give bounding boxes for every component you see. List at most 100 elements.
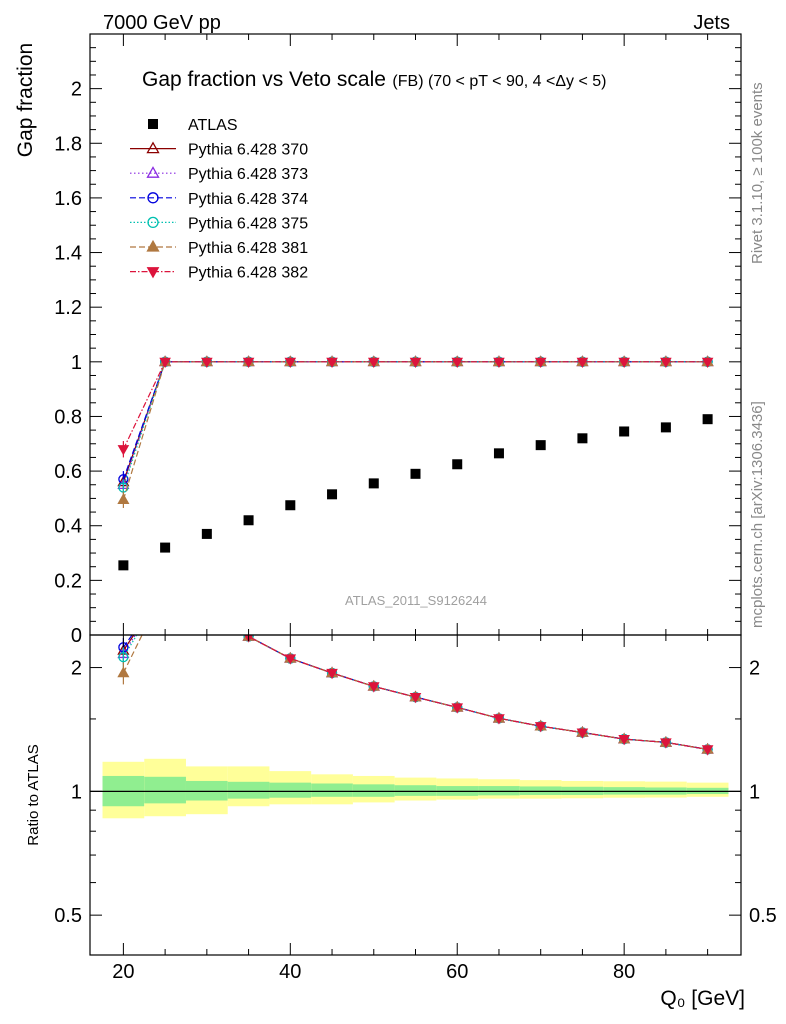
data-point	[242, 357, 255, 369]
series-6	[117, 357, 714, 458]
ratio-panel	[90, 635, 741, 819]
y-tick-label: 1.4	[54, 243, 82, 265]
ratio-y-axis-label: Ratio to ATLAS	[25, 744, 42, 845]
y-tick-label: 0.4	[54, 516, 82, 538]
stat-uncertainty-band	[394, 785, 437, 796]
data-point	[534, 357, 547, 369]
legend-entry: Pythia 6.428 370	[130, 141, 308, 159]
data-point	[452, 459, 463, 470]
data-point	[117, 493, 130, 505]
main-panel	[117, 355, 714, 571]
legend-entry: ATLAS	[148, 117, 238, 134]
data-point	[576, 357, 589, 369]
legend-marker	[146, 141, 160, 154]
y-tick-label: 1.6	[54, 188, 82, 210]
data-point	[367, 357, 380, 369]
legend-label: Pythia 6.428 382	[188, 265, 308, 282]
analysis-watermark: ATLAS_2011_S9126244	[345, 593, 487, 608]
data-point	[535, 440, 546, 451]
y-tick-label: 0.6	[54, 461, 82, 483]
legend-marker	[147, 216, 159, 229]
chart-title: Gap fraction vs Veto scale	[142, 68, 386, 91]
ratio-series-1	[117, 635, 714, 754]
x-axis-label: Q₀ [GeV]	[660, 987, 745, 1010]
ratio-point	[284, 654, 297, 665]
x-tick-label: 40	[279, 961, 301, 983]
data-point	[660, 422, 671, 433]
y-tick-label: 2	[71, 79, 82, 101]
header-left: 7000 GeV pp	[103, 12, 221, 34]
data-point	[701, 357, 714, 369]
legend-label: Pythia 6.428 373	[188, 166, 308, 183]
x-tick-label: 60	[446, 961, 468, 983]
data-point	[201, 357, 213, 369]
stat-uncertainty-band	[269, 782, 312, 798]
series-line	[122, 361, 708, 488]
ratio-line	[244, 635, 708, 750]
y-tick-label: 0	[71, 625, 82, 647]
data-point	[702, 414, 713, 425]
ratio-y-tick-label: 0.5	[54, 905, 82, 927]
rivet-label: Rivet 3.1.10, ≥ 100k events	[749, 82, 766, 264]
data-point	[326, 357, 338, 369]
y-tick-label: 0.8	[54, 406, 82, 428]
ratio-point	[660, 738, 672, 749]
series-3	[118, 356, 713, 488]
data-point	[159, 357, 171, 369]
stat-uncertainty-band	[352, 784, 395, 797]
series-line	[122, 361, 708, 480]
y-tick-label: 1	[71, 352, 82, 374]
y-tick-label: 0.2	[54, 570, 82, 592]
chart-title-group: Gap fraction vs Veto scale (FB) (70 < pT…	[142, 68, 606, 91]
legend-entry: Pythia 6.428 375	[130, 215, 308, 232]
y-tick-label: 1.8	[54, 133, 82, 155]
main-y-axis-label: Gap fraction	[14, 43, 37, 157]
data-point	[243, 515, 254, 526]
series-line	[122, 361, 708, 485]
data-point	[619, 426, 630, 437]
stat-uncertainty-band	[519, 786, 562, 795]
legend-marker	[146, 267, 160, 279]
ratio-point	[576, 728, 589, 739]
data-point	[577, 433, 588, 444]
legend-entry: Pythia 6.428 381	[130, 239, 308, 257]
main-y-axis: 0 0.2 0.4 0.6 0.8 1 1.2 1.4 1.6 1.8 2	[54, 33, 741, 647]
legend-entry: Pythia 6.428 374	[130, 191, 308, 208]
stat-uncertainty-band	[478, 786, 520, 796]
ratio-y-tick-label-right: 1	[749, 781, 760, 803]
ratio-line	[122, 635, 708, 750]
ratio-point	[326, 668, 338, 680]
ratio-series-4	[117, 635, 714, 754]
data-point	[368, 478, 379, 489]
data-point	[285, 500, 296, 511]
legend-marker	[147, 192, 159, 204]
data-point	[160, 542, 171, 553]
ratio-y-tick-label-right: 2	[749, 658, 760, 680]
ratio-line	[122, 635, 708, 750]
legend-label: Pythia 6.428 370	[188, 142, 308, 159]
x-tick-label: 80	[613, 961, 635, 983]
series-0	[118, 414, 713, 571]
ratio-point	[117, 666, 130, 678]
mcplots-label: mcplots.cern.ch [arXiv:1306.3436]	[749, 401, 766, 628]
data-point	[284, 357, 297, 369]
legend-marker	[148, 119, 158, 129]
data-point	[410, 468, 421, 479]
ratio-line	[122, 635, 708, 750]
ratio-point	[534, 722, 547, 733]
legend-label: Pythia 6.428 381	[188, 240, 308, 257]
ratio-point	[409, 693, 422, 704]
legend-label: Pythia 6.428 375	[188, 215, 308, 232]
stat-uncertainty-band	[311, 783, 353, 797]
data-point	[118, 560, 129, 571]
header-right: Jets	[693, 12, 730, 34]
ratio-y-tick-label: 2	[71, 658, 82, 680]
y-tick-label: 1.2	[54, 297, 82, 319]
ratio-point	[493, 714, 505, 725]
data-point	[117, 445, 130, 456]
ratio-series-3	[118, 635, 713, 755]
data-point	[201, 528, 212, 539]
legend-marker	[146, 239, 160, 252]
legend-label: ATLAS	[188, 117, 238, 134]
